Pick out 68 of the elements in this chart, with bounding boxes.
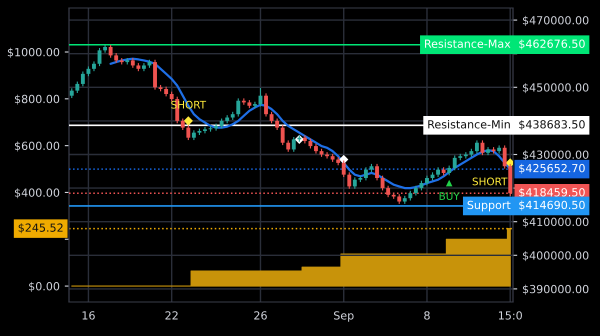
series-label: SHORT <box>472 177 508 186</box>
candlestick <box>92 60 96 72</box>
ref-line-label: Support <box>468 200 511 212</box>
candlestick <box>397 194 402 204</box>
candlestick <box>308 138 312 150</box>
y2-tick-label: $400000.00 <box>522 251 588 262</box>
text: $462676.50 <box>519 39 585 50</box>
candlestick <box>75 81 80 94</box>
candlestick <box>314 143 318 154</box>
y2-tick-label: $430000.00 <box>522 150 588 160</box>
candlestick <box>380 175 385 192</box>
ref-line-label: $418459.50 <box>519 188 585 198</box>
candlestick <box>220 118 224 129</box>
y2-tick-label: $450000.00 <box>522 83 588 94</box>
text: $414690.50 <box>519 200 585 211</box>
candlestick <box>364 166 368 181</box>
candlestick <box>114 52 118 64</box>
candlestick <box>86 66 90 77</box>
candlestick <box>258 87 262 108</box>
candlestick <box>170 91 174 102</box>
candlestick <box>436 166 440 178</box>
x-tick-label: 26 <box>254 311 267 320</box>
candlestick <box>480 140 484 156</box>
candlestick <box>502 144 507 170</box>
y-tick-label: $1000.00 <box>8 48 60 58</box>
text: $438683.50 <box>519 120 585 130</box>
candlestick <box>70 88 74 99</box>
point <box>184 116 193 126</box>
y2-tick-label: $470000.00 <box>522 16 588 26</box>
candlestick <box>286 140 290 152</box>
candlestick <box>447 165 452 176</box>
ref-line-label: Resistance-Max <box>425 39 510 48</box>
candlestick <box>352 176 357 190</box>
candlestick <box>408 190 412 202</box>
candlestick <box>280 124 285 146</box>
x-tick-label: 16 <box>82 311 95 320</box>
candlestick <box>275 118 280 131</box>
candlestick <box>98 47 102 67</box>
y-tick-label: $800.00 <box>14 94 60 105</box>
candlestick <box>80 70 85 87</box>
candlestick <box>474 140 479 154</box>
x-tick-label: 8 <box>424 311 430 320</box>
y-tick-label: $600.00 <box>14 141 60 152</box>
y2-tick-label: $410000.00 <box>522 217 588 228</box>
candlestick <box>270 111 274 124</box>
point <box>446 180 452 186</box>
ref-line-label: $245.52 <box>18 223 63 234</box>
candlestick <box>108 44 113 58</box>
candlestick <box>375 163 379 181</box>
candlestick <box>236 98 240 118</box>
candlestick <box>347 172 352 190</box>
y-tick-label: $400.00 <box>14 188 60 198</box>
ref-line-label: Resistance-Min <box>428 120 510 129</box>
series-label: BUY <box>440 192 460 200</box>
candlestick <box>264 92 268 118</box>
y2-tick-label: $390000.00 <box>522 284 588 295</box>
candlestick <box>419 180 424 192</box>
candlestick <box>186 124 190 141</box>
candlestick <box>130 58 135 68</box>
candlestick <box>164 86 168 97</box>
x-tick-label: 15:0 <box>498 311 522 320</box>
candlestick <box>192 130 196 141</box>
x-tick-label: Sep <box>334 311 354 322</box>
ref-line-label: $425652.70 <box>519 164 585 174</box>
y-tick-label: $0.00 <box>29 282 60 292</box>
candlestick <box>425 175 429 186</box>
x-tick-label: 22 <box>165 311 178 320</box>
candlestick <box>414 185 418 196</box>
